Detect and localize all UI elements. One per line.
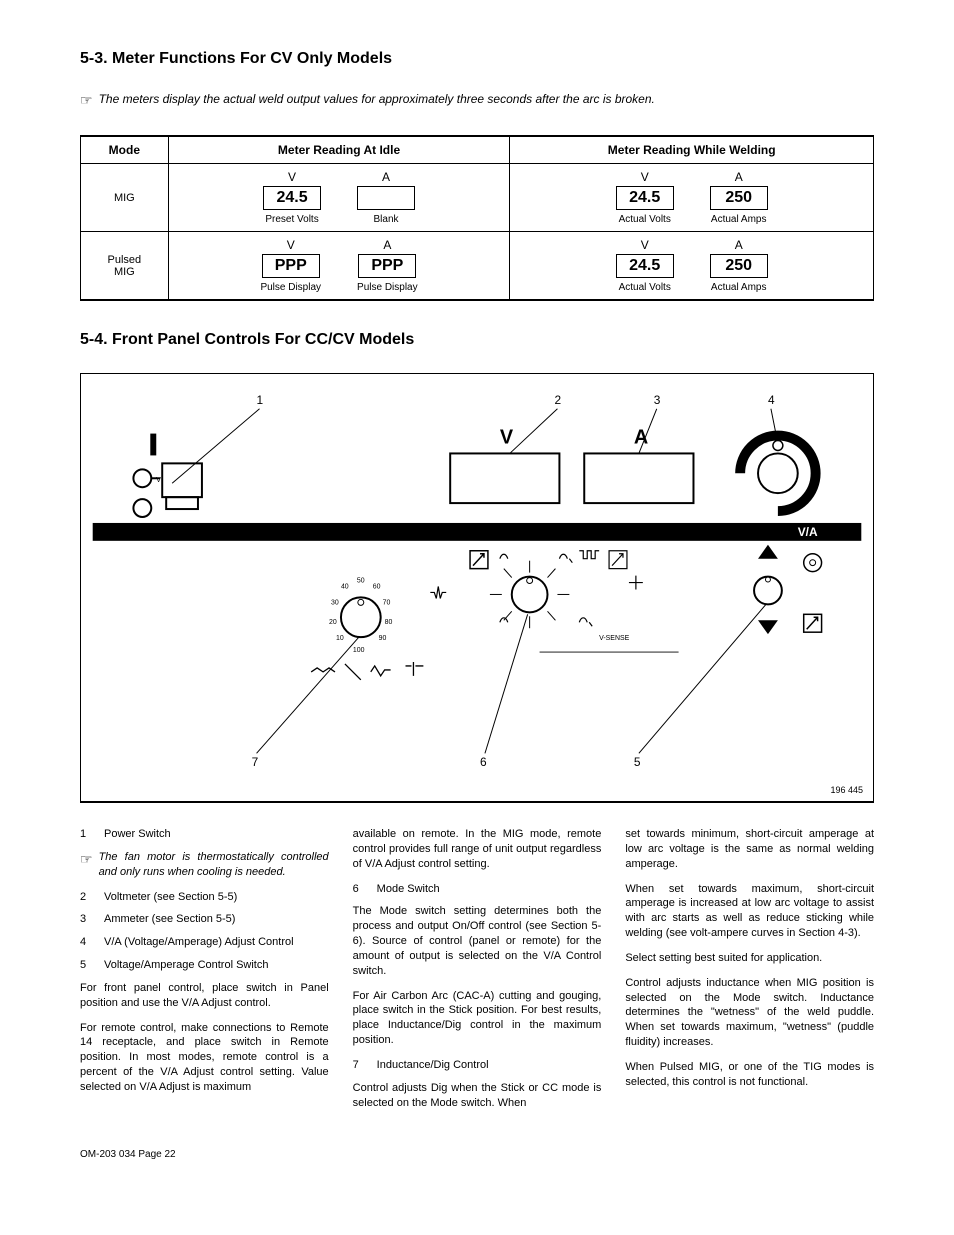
body-columns: 1Power Switch ☞The fan motor is thermost…: [80, 827, 874, 1121]
svg-text:20: 20: [329, 619, 337, 626]
meter-unit: A250Actual Amps: [710, 170, 768, 225]
hand-icon: ☞: [80, 92, 93, 109]
svg-text:80: 80: [385, 619, 393, 626]
meter-unit: A250Actual Amps: [710, 238, 768, 293]
callout-2: 2: [554, 393, 561, 407]
col-1: 1Power Switch ☞The fan motor is thermost…: [80, 827, 329, 1121]
meter-unit: APPPPulse Display: [357, 238, 418, 293]
svg-text:50: 50: [357, 578, 365, 585]
col-2: available on remote. In the MIG mode, re…: [353, 827, 602, 1121]
label-va: V/A: [798, 525, 818, 539]
panel-remote-switch: [754, 545, 822, 634]
hand-icon: ☞: [80, 850, 93, 880]
inductance-dial: 10 20 30 40 50 60 70 80 90 100: [311, 578, 423, 680]
meter-unit: VPPPPulse Display: [260, 238, 321, 293]
diagram-ref: 196 445: [830, 785, 863, 795]
section-5-3-note: ☞ The meters display the actual weld out…: [80, 92, 874, 109]
th-idle: Meter Reading At Idle: [168, 136, 510, 164]
callout-5: 5: [634, 755, 641, 769]
mode-cell: MIG: [81, 164, 169, 232]
page-footer: OM-203 034 Page 22: [80, 1149, 874, 1160]
svg-text:60: 60: [373, 583, 381, 590]
svg-text:V-SENSE: V-SENSE: [599, 635, 629, 642]
callout-6: 6: [480, 755, 487, 769]
col-3: set towards minimum, short-circuit amper…: [625, 827, 874, 1121]
front-panel-diagram: 1 2 3 4 V V A V/A: [80, 373, 874, 803]
svg-text:30: 30: [331, 599, 339, 606]
svg-text:40: 40: [341, 583, 349, 590]
svg-text:10: 10: [336, 635, 344, 642]
callout-3: 3: [654, 393, 661, 407]
callout-4: 4: [768, 393, 775, 407]
label-a: A: [634, 427, 648, 449]
note-text: The meters display the actual weld outpu…: [99, 92, 655, 106]
meter-unit: V24.5Actual Volts: [616, 238, 674, 293]
th-mode: Mode: [81, 136, 169, 164]
th-welding: Meter Reading While Welding: [510, 136, 874, 164]
diagram-svg: 1 2 3 4 V V A V/A: [81, 374, 873, 801]
meter-unit: ABlank: [357, 170, 415, 225]
svg-text:90: 90: [379, 635, 387, 642]
label-v: V: [500, 427, 514, 449]
svg-text:70: 70: [383, 599, 391, 606]
section-5-4-heading: 5-4. Front Panel Controls For CC/CV Mode…: [80, 331, 874, 349]
meter-unit: V24.5Actual Volts: [616, 170, 674, 225]
svg-text:V: V: [156, 477, 161, 484]
callout-1: 1: [257, 393, 264, 407]
meter-unit: V24.5Preset Volts: [263, 170, 321, 225]
section-5-3-heading: 5-3. Meter Functions For CV Only Models: [80, 50, 874, 68]
meter-functions-table: Mode Meter Reading At Idle Meter Reading…: [80, 135, 874, 301]
callout-7: 7: [252, 755, 259, 769]
svg-text:100: 100: [353, 647, 365, 654]
mode-cell: PulsedMIG: [81, 232, 169, 301]
